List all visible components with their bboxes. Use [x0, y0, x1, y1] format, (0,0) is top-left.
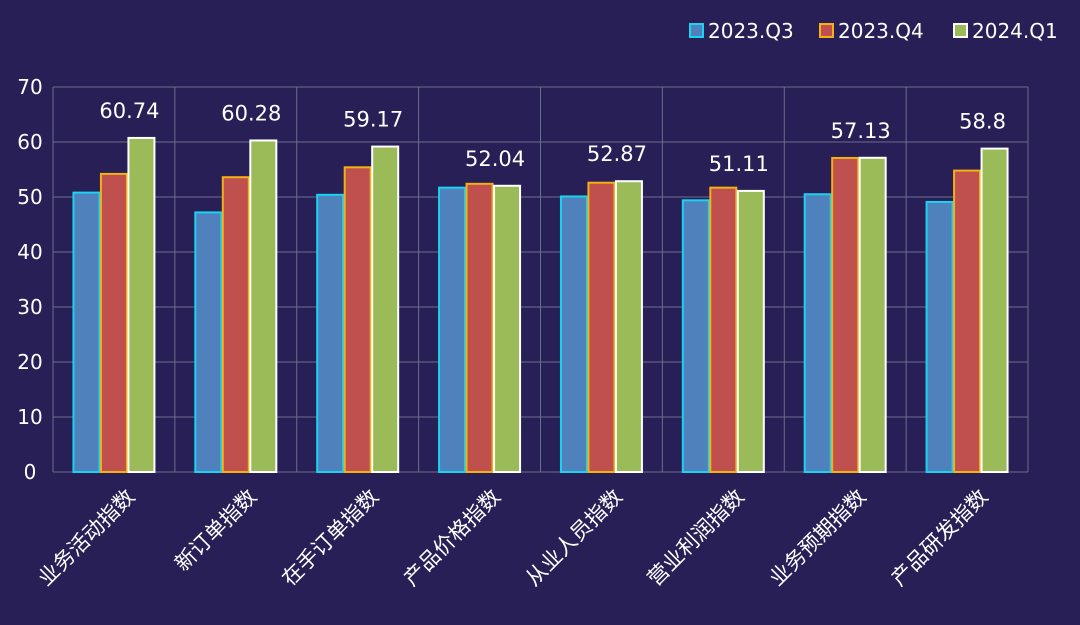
legend-label: 2024.Q1 — [972, 19, 1058, 43]
data-label: 59.17 — [343, 108, 403, 132]
bar-2023-Q4 — [587, 181, 616, 473]
y-tick-label: 20 — [17, 350, 42, 374]
data-label: 51.11 — [709, 152, 769, 176]
data-label: 57.13 — [831, 119, 891, 143]
x-category-label: 业务预期指数 — [765, 485, 871, 591]
bar-2023-Q4 — [343, 166, 372, 474]
legend-label: 2023.Q3 — [708, 19, 794, 43]
bar-2023-Q4 — [221, 176, 250, 473]
bar-2023-Q3 — [925, 200, 954, 473]
y-tick-label: 10 — [17, 405, 42, 429]
y-tick-label: 0 — [24, 460, 37, 484]
bar-2023-Q3 — [681, 199, 710, 474]
y-tick-label: 70 — [17, 75, 42, 99]
y-tick-label: 30 — [17, 295, 42, 319]
bar-2024-Q1 — [980, 147, 1009, 473]
data-label: 52.87 — [587, 142, 647, 166]
bar-2023-Q4 — [99, 172, 128, 473]
bar-2023-Q3 — [438, 186, 467, 473]
data-label: 52.04 — [465, 147, 525, 171]
legend-swatch-2023-Q4 — [819, 23, 834, 38]
x-category-label: 新订单指数 — [170, 485, 261, 576]
bar-2024-Q1 — [614, 180, 643, 473]
x-category-label: 业务活动指数 — [33, 485, 139, 591]
bar-2024-Q1 — [371, 145, 400, 473]
bar-2024-Q1 — [858, 156, 887, 473]
legend-swatch-2023-Q3 — [689, 23, 704, 38]
y-tick-label: 60 — [17, 130, 42, 154]
bar-2024-Q1 — [493, 184, 522, 473]
legend-label: 2023.Q4 — [838, 19, 924, 43]
bar-2023-Q3 — [803, 193, 832, 473]
legend-swatch-2024-Q1 — [953, 23, 968, 38]
y-tick-label: 50 — [17, 185, 42, 209]
x-category-label: 产品价格指数 — [399, 485, 505, 591]
x-category-label: 从业人员指数 — [521, 485, 627, 591]
bar-2023-Q3 — [72, 191, 101, 473]
bar-2024-Q1 — [127, 136, 156, 473]
x-category-label: 产品研发指数 — [887, 485, 993, 591]
data-label: 58.8 — [959, 110, 1006, 134]
x-category-label: 在手订单指数 — [277, 485, 383, 591]
data-label: 60.28 — [221, 101, 281, 125]
bar-2023-Q3 — [316, 193, 345, 474]
bar-2023-Q3 — [559, 195, 588, 473]
bar-2023-Q4 — [831, 156, 860, 473]
y-tick-label: 40 — [17, 240, 42, 264]
bar-2024-Q1 — [249, 139, 278, 474]
data-label: 60.74 — [99, 99, 159, 123]
bar-2023-Q4 — [709, 186, 738, 473]
bar-2023-Q3 — [194, 211, 223, 473]
bar-2023-Q4 — [465, 182, 494, 474]
x-category-label: 营业利润指数 — [643, 485, 749, 591]
bar-2024-Q1 — [736, 189, 765, 474]
bar-2023-Q4 — [953, 169, 982, 473]
